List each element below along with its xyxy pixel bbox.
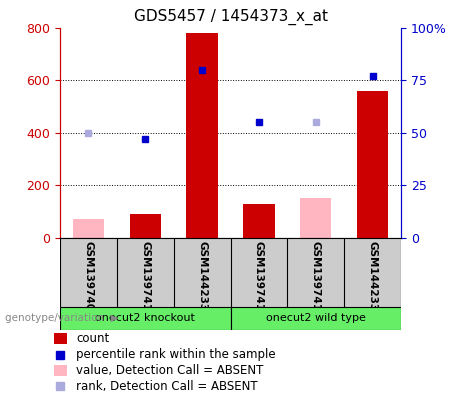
Text: genotype/variation  ▶: genotype/variation ▶ bbox=[5, 313, 118, 323]
Text: percentile rank within the sample: percentile rank within the sample bbox=[76, 348, 276, 361]
Bar bbox=[54, 365, 67, 376]
Bar bbox=[300, 198, 331, 238]
Bar bbox=[186, 33, 218, 238]
Text: value, Detection Call = ABSENT: value, Detection Call = ABSENT bbox=[76, 364, 263, 377]
Text: rank, Detection Call = ABSENT: rank, Detection Call = ABSENT bbox=[76, 380, 258, 393]
Text: count: count bbox=[76, 332, 109, 345]
Text: GSM1397409: GSM1397409 bbox=[83, 241, 94, 318]
Text: GSM1397411: GSM1397411 bbox=[254, 241, 264, 318]
Title: GDS5457 / 1454373_x_at: GDS5457 / 1454373_x_at bbox=[134, 9, 327, 25]
Bar bbox=[243, 204, 275, 238]
Bar bbox=[60, 307, 230, 330]
Text: GSM1442336: GSM1442336 bbox=[367, 241, 378, 319]
Bar bbox=[130, 214, 161, 238]
Bar bbox=[73, 219, 104, 238]
Text: GSM1397412: GSM1397412 bbox=[311, 241, 321, 318]
Text: onecut2 wild type: onecut2 wild type bbox=[266, 313, 366, 323]
Bar bbox=[54, 333, 67, 344]
Text: GSM1442337: GSM1442337 bbox=[197, 241, 207, 319]
Text: onecut2 knockout: onecut2 knockout bbox=[95, 313, 195, 323]
Text: GSM1397410: GSM1397410 bbox=[140, 241, 150, 318]
Bar bbox=[230, 307, 401, 330]
Bar bbox=[357, 90, 388, 238]
